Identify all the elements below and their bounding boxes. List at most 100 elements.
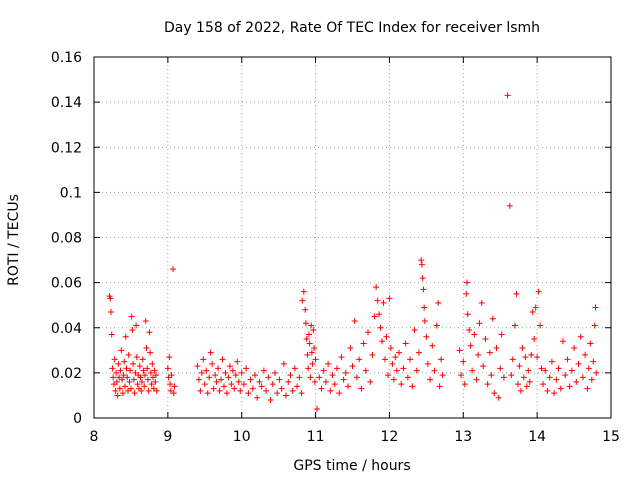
data-point-marker: [345, 383, 352, 390]
data-point-marker: [225, 374, 232, 381]
data-point-marker: [419, 275, 426, 282]
data-point-marker: [522, 354, 529, 361]
data-point-marker: [215, 365, 222, 372]
data-point-marker: [126, 378, 133, 385]
x-tick-label: 10: [233, 429, 251, 445]
x-tick-label: 11: [307, 429, 325, 445]
data-point-marker: [409, 383, 416, 390]
data-point-marker: [407, 356, 414, 363]
data-point-marker: [463, 290, 470, 297]
data-point-marker: [458, 372, 465, 379]
ticks-layer: 8 9 10 11 12 13 14 15 0 0.02 0.04 0.06 0.08 0.1 0.12 0.…: [51, 50, 620, 445]
data-point-marker: [587, 340, 594, 347]
data-point-marker: [112, 387, 119, 394]
data-point-marker: [245, 390, 252, 397]
data-point-marker: [427, 376, 434, 383]
data-point-marker: [387, 345, 394, 352]
x-tick-label: 9: [163, 429, 172, 445]
data-point-marker: [107, 295, 114, 302]
data-point-marker: [139, 378, 146, 385]
data-point-marker: [591, 322, 598, 329]
data-point-marker: [340, 376, 347, 383]
data-point-marker: [138, 387, 145, 394]
data-point-marker: [166, 354, 173, 361]
data-point-marker: [329, 372, 336, 379]
data-point-marker: [133, 354, 140, 361]
data-point-marker: [371, 313, 378, 320]
data-point-marker: [234, 358, 241, 365]
data-point-marker: [144, 365, 151, 372]
data-point-marker: [115, 360, 122, 367]
x-tick-label: 12: [381, 429, 399, 445]
data-point-marker: [302, 320, 309, 327]
data-point-marker: [373, 284, 380, 291]
data-point-marker: [456, 347, 463, 354]
data-point-marker: [381, 356, 388, 363]
data-point-marker: [508, 372, 515, 379]
data-point-marker: [415, 349, 422, 356]
data-point-marker: [121, 358, 128, 365]
data-point-marker: [529, 308, 536, 315]
data-point-marker: [473, 376, 480, 383]
y-tick-label: 0.04: [51, 321, 82, 337]
data-point-marker: [237, 387, 244, 394]
data-point-marker: [467, 342, 474, 349]
data-point-marker: [209, 360, 216, 367]
data-point-marker: [369, 351, 376, 358]
data-point-marker: [316, 374, 323, 381]
data-point-marker: [498, 331, 505, 338]
data-point-marker: [223, 390, 230, 397]
data-point-marker: [400, 365, 407, 372]
data-point-marker: [207, 349, 214, 356]
data-point-marker: [431, 367, 438, 374]
data-point-marker: [557, 385, 564, 392]
data-point-marker: [376, 311, 383, 318]
data-point-marker: [386, 295, 393, 302]
data-point-marker: [305, 331, 312, 338]
data-point-marker: [307, 374, 314, 381]
data-point-marker: [493, 345, 500, 352]
data-point-marker: [300, 288, 307, 295]
data-point-marker: [562, 372, 569, 379]
data-point-marker: [331, 381, 338, 388]
data-point-marker: [531, 336, 538, 343]
points-layer: [106, 92, 600, 412]
data-point-marker: [252, 372, 259, 379]
data-point-marker: [143, 345, 150, 352]
data-point-marker: [436, 383, 443, 390]
data-point-marker: [149, 360, 156, 367]
data-point-marker: [130, 360, 137, 367]
data-point-marker: [226, 363, 233, 370]
data-point-marker: [124, 374, 131, 381]
data-point-marker: [461, 381, 468, 388]
data-point-marker: [333, 365, 340, 372]
data-point-marker: [538, 365, 545, 372]
y-tick-label: 0.12: [51, 140, 82, 156]
data-point-marker: [573, 378, 580, 385]
data-point-marker: [113, 378, 120, 385]
data-point-marker: [488, 372, 495, 379]
y-tick-label: 0.02: [51, 366, 82, 382]
data-point-marker: [139, 356, 146, 363]
data-point-marker: [526, 378, 533, 385]
x-axis-label: GPS time / hours: [293, 458, 410, 474]
data-point-marker: [358, 385, 365, 392]
data-point-marker: [130, 376, 137, 383]
data-point-marker: [592, 304, 599, 311]
data-point-marker: [384, 372, 391, 379]
data-point-marker: [519, 345, 526, 352]
data-point-marker: [534, 354, 541, 361]
data-point-marker: [151, 367, 158, 374]
data-point-marker: [113, 369, 120, 376]
data-point-marker: [216, 387, 223, 394]
data-point-marker: [171, 383, 178, 390]
data-point-marker: [129, 327, 136, 334]
data-point-marker: [240, 381, 247, 388]
data-point-marker: [532, 304, 539, 311]
data-point-marker: [362, 367, 369, 374]
data-point-marker: [153, 372, 160, 379]
data-point-marker: [146, 329, 153, 336]
data-point-marker: [238, 369, 245, 376]
data-point-marker: [540, 381, 547, 388]
data-point-marker: [548, 358, 555, 365]
